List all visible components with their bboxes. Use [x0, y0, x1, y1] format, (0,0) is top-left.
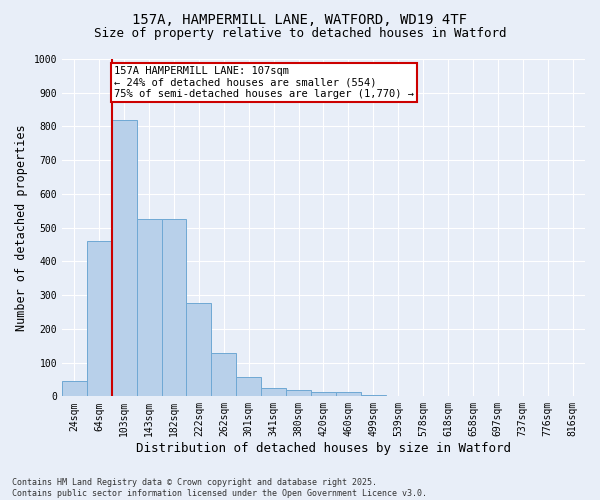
- Bar: [261, 388, 286, 396]
- Text: 157A HAMPERMILL LANE: 107sqm
← 24% of detached houses are smaller (554)
75% of s: 157A HAMPERMILL LANE: 107sqm ← 24% of de…: [114, 66, 414, 99]
- Bar: [211, 353, 236, 397]
- Bar: [336, 392, 361, 396]
- Bar: [161, 218, 187, 396]
- Bar: [112, 120, 137, 396]
- Bar: [137, 218, 161, 396]
- Bar: [286, 390, 311, 396]
- Bar: [236, 377, 261, 396]
- Text: Size of property relative to detached houses in Watford: Size of property relative to detached ho…: [94, 28, 506, 40]
- Text: Contains HM Land Registry data © Crown copyright and database right 2025.
Contai: Contains HM Land Registry data © Crown c…: [12, 478, 427, 498]
- Bar: [361, 394, 386, 396]
- Bar: [311, 392, 336, 396]
- Bar: [62, 381, 87, 396]
- X-axis label: Distribution of detached houses by size in Watford: Distribution of detached houses by size …: [136, 442, 511, 455]
- Y-axis label: Number of detached properties: Number of detached properties: [15, 124, 28, 331]
- Text: 157A, HAMPERMILL LANE, WATFORD, WD19 4TF: 157A, HAMPERMILL LANE, WATFORD, WD19 4TF: [133, 12, 467, 26]
- Bar: [87, 241, 112, 396]
- Bar: [187, 302, 211, 396]
